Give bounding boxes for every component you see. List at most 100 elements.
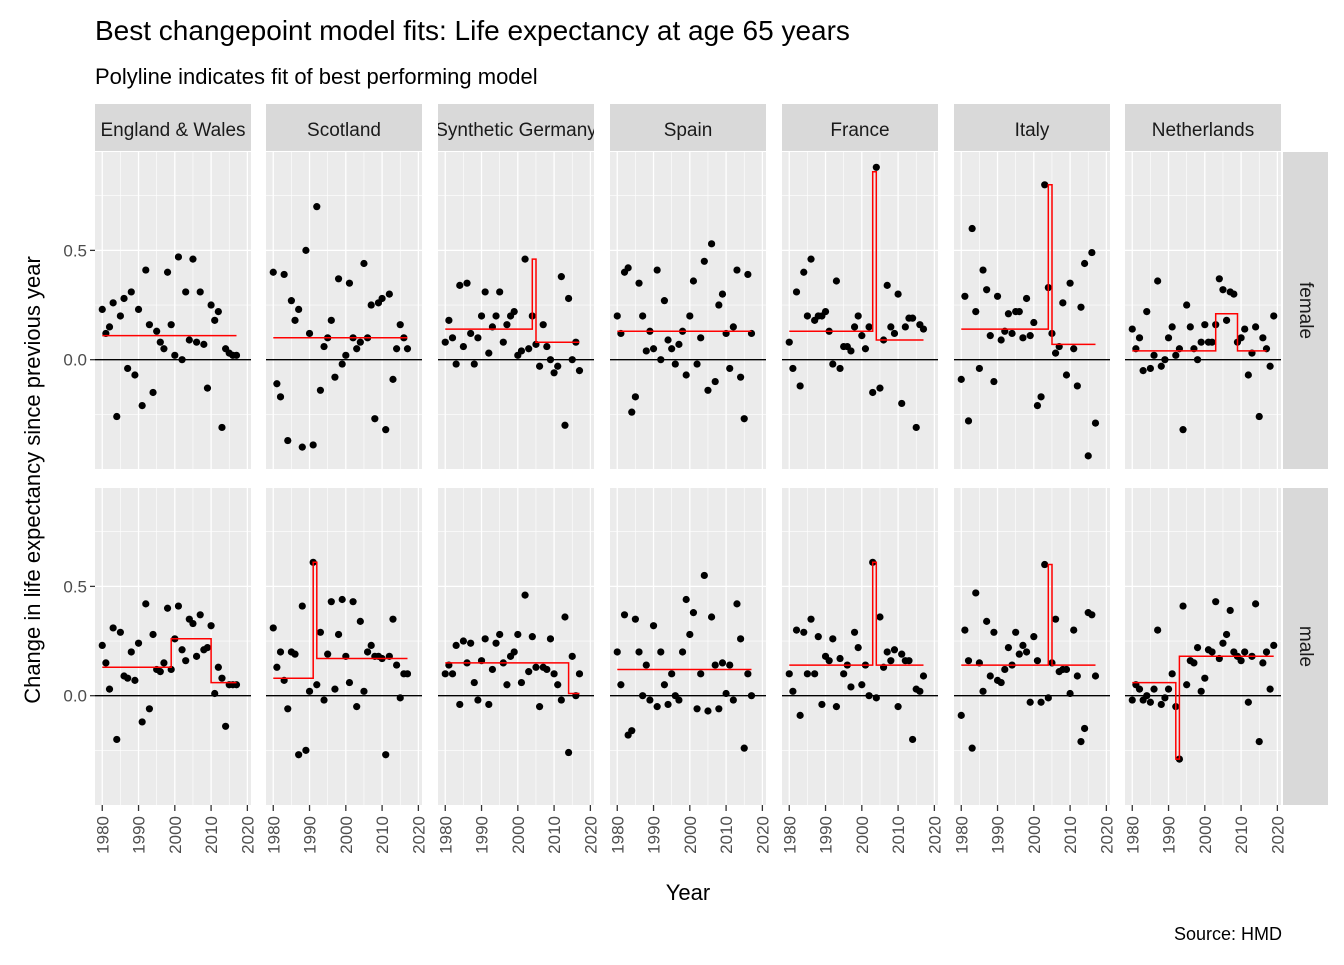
data-point — [919, 325, 928, 333]
x-tick-label: 2010 — [889, 816, 908, 854]
model-fit-line — [961, 563, 1096, 666]
data-point — [452, 641, 460, 650]
data-point — [528, 633, 536, 641]
data-point — [639, 312, 647, 320]
data-point — [302, 246, 310, 254]
data-point — [295, 305, 303, 314]
data-point — [269, 268, 277, 276]
data-point — [488, 665, 497, 674]
data-point — [972, 589, 980, 597]
data-point — [1237, 657, 1245, 665]
data-point — [1070, 626, 1078, 634]
data-point — [550, 670, 558, 678]
data-point — [631, 393, 639, 401]
row-strip-male: male — [1283, 488, 1328, 805]
data-point — [664, 336, 672, 344]
data-point — [789, 687, 797, 695]
x-tick-label: 2000 — [1025, 816, 1044, 854]
data-point — [1143, 692, 1151, 700]
data-point — [345, 279, 354, 287]
data-point — [686, 630, 694, 639]
data-point — [120, 294, 128, 303]
data-point — [901, 323, 909, 331]
strip-synthetic-germany: Synthetic Germany — [438, 104, 594, 151]
data-point — [847, 347, 855, 355]
panel-background — [954, 488, 1110, 805]
x-tick-label: 1980 — [1123, 816, 1142, 854]
data-point — [660, 297, 669, 305]
model-fit-line — [789, 561, 924, 666]
data-point — [525, 345, 533, 353]
data-point — [990, 628, 998, 636]
data-point — [477, 312, 486, 320]
data-point — [993, 292, 1002, 300]
model-fit-line — [789, 170, 924, 341]
data-point — [1190, 659, 1198, 667]
data-point — [668, 670, 676, 678]
panel-synthetic-germany-male — [438, 488, 594, 805]
data-point — [715, 301, 723, 309]
data-point — [207, 622, 215, 630]
x-tick-label: 2000 — [1196, 816, 1215, 854]
data-point — [396, 694, 404, 702]
data-point — [276, 648, 285, 656]
data-point — [474, 696, 482, 704]
data-point — [990, 377, 998, 386]
data-point — [635, 279, 643, 287]
data-point — [142, 600, 150, 608]
model-fit-line — [445, 258, 580, 343]
data-point — [331, 685, 339, 693]
data-point — [704, 386, 712, 394]
data-point — [785, 338, 793, 346]
data-point — [320, 696, 328, 704]
data-point — [1073, 672, 1081, 680]
data-point — [1270, 312, 1278, 320]
data-point — [1164, 334, 1173, 342]
data-point — [1241, 325, 1249, 333]
data-point — [178, 646, 186, 654]
panel-background — [610, 152, 766, 469]
data-point — [1154, 277, 1162, 285]
data-point — [1215, 275, 1223, 283]
data-point — [653, 703, 661, 711]
strip-label: Italy — [1015, 120, 1050, 141]
data-point — [554, 681, 562, 689]
data-point — [1146, 364, 1154, 373]
data-point — [707, 240, 716, 248]
data-point — [134, 639, 143, 647]
data-point — [919, 672, 928, 680]
panel-italy-female — [954, 152, 1110, 469]
data-point — [1193, 643, 1202, 652]
panel-background — [95, 152, 251, 469]
data-point — [313, 681, 321, 689]
data-point — [1022, 648, 1031, 656]
series-scotland-female — [269, 203, 412, 451]
data-point — [218, 423, 226, 432]
data-point — [338, 360, 346, 368]
data-point — [968, 744, 976, 752]
x-tick-label: 1980 — [264, 816, 283, 854]
data-point — [642, 661, 650, 669]
data-point — [979, 687, 987, 695]
x-tick-label: 2020 — [1268, 816, 1287, 854]
data-point — [356, 338, 364, 346]
data-point — [203, 643, 212, 652]
data-point — [280, 270, 288, 279]
data-point — [785, 670, 793, 678]
data-point — [214, 307, 222, 316]
x-tick-label: 2000 — [166, 816, 185, 854]
data-point — [305, 687, 314, 695]
data-point — [807, 255, 815, 263]
data-point — [983, 617, 991, 625]
data-point — [986, 332, 994, 340]
data-point — [113, 735, 121, 744]
data-point — [1026, 698, 1034, 706]
chart-title: Best changepoint model fits: Life expect… — [95, 15, 850, 46]
data-point — [1208, 338, 1216, 346]
series-synthetic-germany-male — [441, 591, 584, 757]
data-point — [510, 648, 518, 656]
data-point — [331, 373, 339, 381]
data-point — [854, 643, 862, 652]
data-point — [1252, 323, 1260, 331]
data-point — [646, 696, 654, 704]
